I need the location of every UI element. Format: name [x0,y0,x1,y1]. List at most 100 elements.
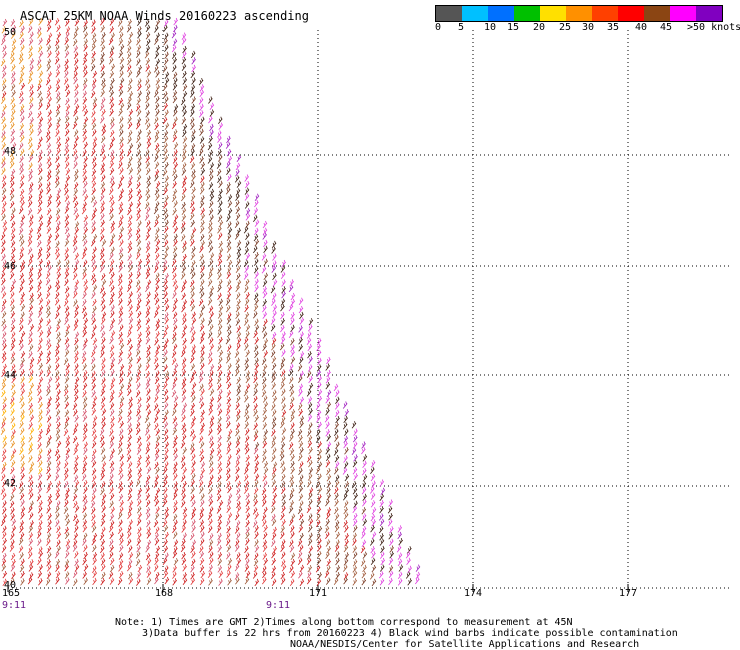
wind-barb [135,375,141,384]
wind-barb [1,454,7,463]
wind-barb [245,461,251,469]
wind-barb [155,147,161,156]
wind-barb [9,272,15,280]
wind-barb [288,284,294,293]
wind-barb [144,428,150,436]
wind-barb [225,519,231,527]
wind-barb [92,136,98,144]
wind-barb [225,298,231,306]
wind-barb [127,38,132,47]
wind-barb [38,578,43,586]
wind-barb [208,408,214,416]
wind-barb [37,110,42,119]
wind-barb [92,142,97,150]
wind-barb [38,18,43,26]
wind-barb [244,414,250,423]
wind-barb [144,415,150,424]
wind-barb [91,376,97,385]
wind-barb [288,518,294,526]
wind-barb [352,525,358,533]
wind-barb [208,266,214,274]
wind-barb [37,310,43,318]
wind-barb [9,291,15,299]
wind-barb [199,291,205,299]
wind-barb [28,505,33,513]
wind-barb [208,305,214,313]
wind-barb [172,95,178,104]
wind-barb [145,95,150,104]
wind-barb [10,331,16,339]
wind-barb [263,524,268,533]
wind-barb [362,551,368,559]
wind-barb [190,336,195,344]
wind-barb [244,409,249,417]
wind-barb [127,363,133,371]
wind-barb [199,324,205,332]
wind-barb [28,45,34,54]
wind-barb [28,182,34,190]
wind-barb [289,578,295,586]
wind-barb [243,259,249,268]
wind-barb [10,507,15,515]
wind-barb [172,525,177,534]
wind-barb [72,427,78,436]
wind-barb [306,429,312,437]
wind-barb [2,396,8,405]
wind-barb [272,461,278,469]
wind-barb [101,108,106,117]
wind-barb [244,285,249,293]
wind-barb [270,285,276,294]
wind-barb [11,207,16,215]
wind-barb [81,466,87,475]
wind-barb [136,142,142,150]
wind-barb [155,181,161,189]
wind-barb [371,578,377,587]
wind-barb [271,343,276,351]
wind-barb [109,544,115,553]
wind-barb [92,284,98,292]
wind-barb [37,266,43,275]
wind-barb [20,409,25,417]
wind-barb [10,71,16,79]
wind-barb [1,84,7,92]
wind-barb [306,331,312,339]
wind-barb [325,376,331,384]
wind-barb [217,408,223,417]
wind-barb [47,50,52,59]
wind-barb [28,154,34,163]
wind-barb [100,25,106,33]
wind-barb [54,448,60,457]
wind-barb [154,441,160,450]
wind-barb [117,577,123,586]
wind-barb [254,238,260,247]
wind-barb [45,252,51,260]
wind-barb [281,403,287,411]
wind-barb [55,558,61,567]
wind-barb [118,552,124,560]
wind-barb [91,83,97,92]
wind-barb [154,174,159,182]
wind-barb [136,135,141,143]
wind-barb [145,310,151,318]
wind-barb [119,396,125,404]
wind-barb [154,362,160,371]
wind-barb [109,167,115,176]
wind-barb [127,468,133,476]
wind-barb [82,538,87,546]
wind-barb [253,330,258,339]
wind-barb [371,550,376,559]
wind-barb [163,434,169,443]
wind-barb [100,187,106,195]
wind-barb [54,349,60,357]
wind-barb [181,408,186,416]
wind-barb [200,213,206,221]
wind-barb [253,422,259,430]
wind-barb [11,375,17,384]
wind-barb [298,434,303,443]
wind-barb [118,259,124,268]
wind-barb [19,37,25,46]
wind-barb [28,162,33,170]
wind-barb [163,24,168,33]
wind-barb [208,226,213,234]
wind-barb [189,200,195,208]
